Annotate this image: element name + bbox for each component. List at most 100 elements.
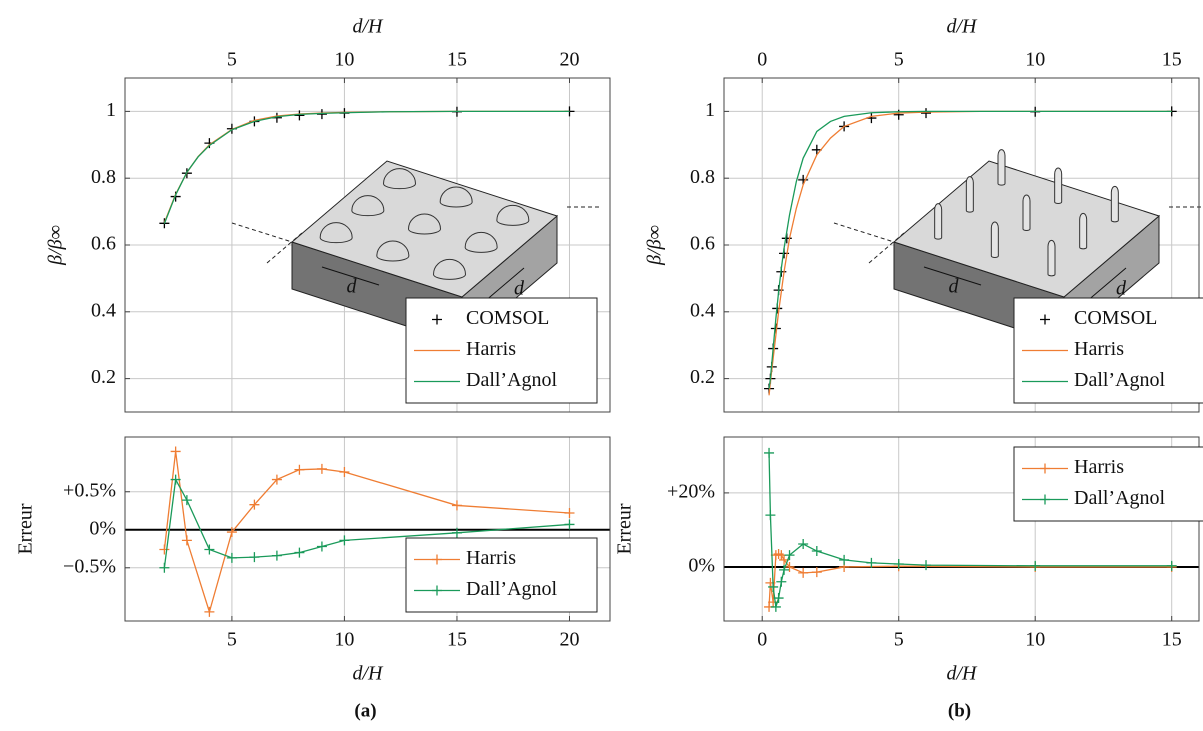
x-tick-label: 15 (447, 629, 467, 651)
x-axis-label: d/H (353, 663, 385, 685)
point-marker (893, 558, 904, 569)
y-axis-label: β/β∞ (644, 225, 666, 266)
inset-dash (833, 222, 895, 243)
series-line (163, 477, 570, 568)
x-tick-label: 5 (227, 629, 237, 651)
x-tick-label: 10 (334, 49, 354, 71)
y-tick-label: 0.6 (690, 233, 715, 255)
y-tick-label: 0% (89, 517, 116, 539)
point-marker (249, 499, 260, 510)
inset-spike (934, 203, 943, 240)
point-marker (773, 593, 784, 604)
plot-frame (723, 436, 1200, 622)
x-tick-label: 0 (757, 49, 767, 71)
inset-label: d (347, 276, 358, 298)
series-line (768, 452, 1172, 608)
y-tick-label: +20% (667, 480, 715, 502)
legend-marker (1040, 494, 1050, 505)
y-tick-label: 0% (688, 555, 715, 577)
inset-dash (231, 222, 293, 243)
x-tick-label: 0 (757, 629, 767, 651)
point-marker (170, 474, 181, 485)
legend-label: Dall’Agnol (466, 578, 558, 600)
series-line (768, 110, 1172, 389)
point-marker (294, 547, 305, 558)
legend-label: Harris (1074, 456, 1124, 478)
point-marker (451, 527, 462, 538)
inset-dome (496, 204, 530, 226)
x-tick-label: 5 (894, 49, 904, 71)
x-tick-label: 15 (447, 49, 467, 71)
legend-marker (432, 314, 442, 325)
series-line (163, 110, 570, 224)
legend-label: Harris (466, 547, 516, 569)
series-line (768, 110, 1172, 396)
x-tick-label: 20 (559, 49, 579, 71)
inset-dome (382, 168, 417, 190)
y-tick-label: 0.4 (690, 299, 715, 321)
inset-spike (965, 176, 974, 213)
inset-spike (990, 221, 999, 258)
point-marker (316, 541, 327, 552)
point-marker (181, 495, 192, 506)
point-marker (564, 508, 575, 519)
x-tick-label: 10 (334, 629, 354, 651)
point-marker (271, 474, 282, 485)
point-marker (811, 546, 822, 557)
series-line (163, 451, 570, 615)
point-marker (170, 446, 181, 457)
inset-spike (1079, 212, 1088, 250)
inset-dim (923, 266, 982, 286)
x-tick-label: 10 (1025, 629, 1045, 651)
inset-dome (439, 186, 473, 208)
point-marker (768, 581, 779, 592)
y-tick-label: −0.5% (63, 555, 116, 577)
point-marker (779, 564, 790, 575)
plot-layer: 5 10 15 200.20.40.60.81d/Hβ/β∞COMSOLHarrisD… (15, 16, 1203, 721)
inset-dome (319, 222, 353, 244)
point-marker (271, 550, 282, 561)
caption: (b) (948, 700, 971, 721)
point-marker (798, 174, 809, 185)
x-axis-label: d/H (947, 663, 979, 685)
point-marker (339, 466, 350, 477)
x-tick-label: 20 (559, 629, 579, 651)
inset-label: d (949, 276, 960, 298)
point-marker (776, 576, 787, 587)
legend-box (405, 537, 598, 613)
point-marker (811, 567, 822, 578)
point-marker (249, 552, 260, 563)
plot-frame (124, 77, 611, 413)
inset-dim (321, 266, 380, 286)
legend-label: Dall’Agnol (1074, 369, 1166, 391)
x-tick-label: 15 (1162, 629, 1182, 651)
point-marker (839, 554, 850, 565)
y-tick-label: 1 (705, 99, 715, 121)
legend-label: Harris (1074, 338, 1124, 360)
y-tick-label: 0.4 (91, 299, 116, 321)
point-marker (451, 500, 462, 511)
point-marker (866, 557, 877, 568)
y-tick-label: 0.8 (690, 166, 715, 188)
legend-label: COMSOL (466, 307, 549, 329)
y-tick-label: +0.5% (63, 479, 116, 501)
inset-spike (1047, 239, 1056, 277)
legend-marker (432, 554, 442, 565)
point-marker (798, 538, 809, 549)
inset-spike (1110, 185, 1119, 223)
inset-dome (376, 240, 410, 262)
point-marker (798, 567, 809, 578)
point-marker (316, 463, 327, 474)
legend-label: Harris (466, 338, 516, 360)
legend-label: Dall’Agnol (466, 369, 558, 391)
y-axis-label: Erreur (614, 503, 636, 554)
x-axis-label: d/H (947, 16, 979, 38)
point-marker (294, 464, 305, 475)
inset-dim (1085, 267, 1127, 303)
x-axis-label: d/H (353, 16, 385, 38)
y-axis-label: Erreur (15, 503, 37, 554)
point-marker (204, 606, 215, 617)
y-tick-label: 1 (106, 99, 116, 121)
inset-label: d (1116, 278, 1127, 300)
